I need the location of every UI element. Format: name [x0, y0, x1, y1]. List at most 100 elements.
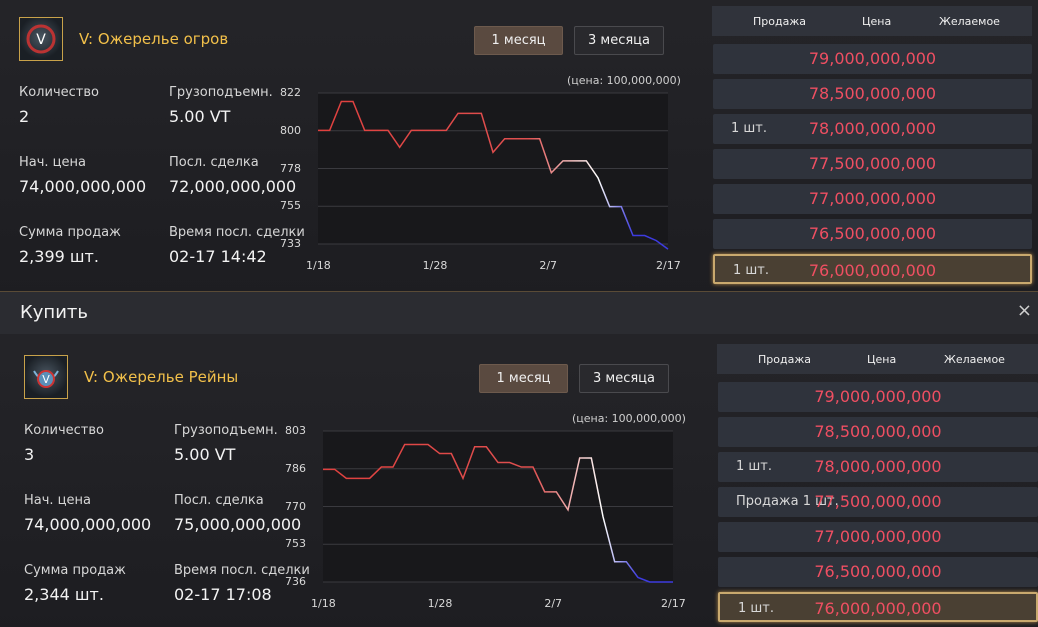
stat-value-base-price: 74,000,000,000	[19, 177, 147, 196]
order-row[interactable]: 79,000,000,000	[713, 44, 1032, 74]
x-tick-label: 2/17	[661, 597, 686, 610]
order-row[interactable]: Продажа 1 шт. 77,500,000,000	[718, 487, 1038, 517]
item-name: V: Ожерелье огров	[79, 30, 229, 48]
y-tick-label: 770	[285, 499, 306, 513]
x-tick-label: 2/17	[656, 259, 681, 272]
x-tick-label: 2/7	[539, 259, 558, 272]
order-price: 76,000,000,000	[808, 261, 937, 280]
stat-label-base-price: Нач. цена	[24, 493, 91, 508]
order-qty: 1 шт.	[736, 459, 773, 474]
stat-label-quantity: Количество	[19, 85, 99, 100]
y-tick-label: 753	[285, 537, 306, 551]
header-price: Цена	[862, 14, 892, 28]
order-row[interactable]: 1 шт. 76,000,000,000	[718, 592, 1038, 622]
price-chart: 803 786 770 753 736 1/18 1/28 2/7 2/17	[275, 423, 686, 613]
header-sale: Продажа	[758, 352, 811, 366]
chart-price-unit-note: (цена: 100,000,000)	[567, 74, 681, 87]
reina-necklace-icon: V	[24, 355, 68, 399]
ogre-necklace-icon: V	[19, 17, 63, 61]
order-qty: Продажа 1 шт.	[736, 494, 839, 509]
order-row[interactable]: 76,500,000,000	[718, 557, 1038, 587]
stat-label-total-sales: Сумма продаж	[19, 225, 121, 240]
stat-label-quantity: Количество	[24, 423, 104, 438]
order-price: 77,500,000,000	[814, 492, 942, 511]
order-row[interactable]: 78,500,000,000	[713, 79, 1032, 109]
order-row[interactable]: 1 шт. 78,000,000,000	[713, 114, 1032, 144]
tab-1-month[interactable]: 1 месяц	[474, 26, 563, 55]
x-tick-label: 1/28	[422, 259, 448, 272]
stat-label-weight: Грузоподъемн.	[169, 85, 273, 100]
order-row[interactable]: 77,000,000,000	[718, 522, 1038, 552]
order-table-header: Продажа Цена Желаемое	[717, 344, 1038, 374]
x-tick-label: 1/18	[306, 259, 331, 272]
market-panel-2: V V: Ожерелье Рейны 1 месяц 3 месяца Кол…	[0, 334, 1038, 627]
order-price: 77,000,000,000	[814, 527, 942, 546]
stat-value-last-deal-time: 02-17 14:42	[169, 247, 267, 266]
stat-label-weight: Грузоподъемн.	[174, 423, 278, 438]
stat-value-quantity: 2	[19, 107, 30, 126]
y-tick-label: 803	[285, 424, 306, 437]
order-row[interactable]: 1 шт. 78,000,000,000	[718, 452, 1038, 482]
stat-label-last-deal-time: Время посл. сделки	[174, 563, 310, 578]
order-price: 76,000,000,000	[814, 599, 942, 618]
tab-3-months[interactable]: 3 месяца	[579, 364, 669, 393]
stat-value-weight: 5.00 VT	[174, 445, 236, 464]
price-chart: 822 800 778 755 733 1/18 1/28 2/7 2/17	[270, 85, 681, 275]
header-wish: Желаемое	[944, 352, 1005, 366]
stat-value-quantity: 3	[24, 445, 35, 464]
market-panel-1: V V: Ожерелье огров 1 месяц 3 месяца Кол…	[0, 0, 1038, 291]
y-tick-label: 733	[280, 237, 301, 250]
order-price: 78,000,000,000	[814, 457, 942, 476]
price-series-line	[318, 100, 669, 250]
header-sale: Продажа	[753, 14, 806, 28]
header-wish: Желаемое	[939, 14, 1000, 28]
chart-price-unit-note: (цена: 100,000,000)	[572, 412, 686, 425]
stat-label-last-deal-time: Время посл. сделки	[169, 225, 305, 240]
y-tick-label: 755	[280, 199, 301, 213]
order-row[interactable]: 77,500,000,000	[713, 149, 1032, 179]
stat-value-last-deal-time: 02-17 17:08	[174, 585, 272, 604]
stat-label-last-deal: Посл. сделка	[169, 155, 259, 170]
stat-label-total-sales: Сумма продаж	[24, 563, 126, 578]
item-name: V: Ожерелье Рейны	[84, 368, 239, 386]
stat-label-last-deal: Посл. сделка	[174, 493, 264, 508]
header-price: Цена	[867, 352, 897, 366]
close-icon[interactable]: ×	[1016, 300, 1032, 321]
tab-1-month[interactable]: 1 месяц	[479, 364, 568, 393]
order-row[interactable]: 79,000,000,000	[718, 382, 1038, 412]
stat-value-weight: 5.00 VT	[169, 107, 231, 126]
stat-value-total-sales: 2,399 шт.	[19, 247, 99, 266]
svg-text:V: V	[36, 32, 46, 48]
x-tick-label: 1/28	[427, 597, 453, 610]
order-qty: 1 шт.	[738, 601, 775, 616]
order-price: 77,000,000,000	[808, 189, 937, 208]
stat-value-last-deal: 72,000,000,000	[169, 177, 297, 196]
order-qty: 1 шт.	[733, 263, 770, 278]
order-price: 77,500,000,000	[808, 154, 937, 173]
order-row[interactable]: 78,500,000,000	[718, 417, 1038, 447]
y-tick-label: 736	[285, 575, 306, 588]
y-tick-label: 778	[280, 161, 301, 175]
order-row[interactable]: 1 шт. 76,000,000,000	[713, 254, 1032, 284]
stat-value-total-sales: 2,344 шт.	[24, 585, 104, 604]
order-price: 78,500,000,000	[808, 84, 937, 103]
tab-3-months[interactable]: 3 месяца	[574, 26, 664, 55]
buy-title-bar: Купить ×	[0, 291, 1038, 334]
order-price: 78,500,000,000	[814, 422, 942, 441]
price-chart-svg	[323, 430, 673, 583]
order-table-header: Продажа Цена Желаемое	[712, 6, 1032, 36]
order-price: 79,000,000,000	[814, 387, 942, 406]
order-row[interactable]: 77,000,000,000	[713, 184, 1032, 214]
svg-text:V: V	[42, 373, 50, 386]
stat-value-last-deal: 75,000,000,000	[174, 515, 302, 534]
order-qty: 1 шт.	[731, 121, 768, 136]
price-chart-svg	[318, 92, 669, 250]
order-price: 78,000,000,000	[808, 119, 937, 138]
y-tick-label: 786	[285, 461, 306, 475]
order-row[interactable]: 76,500,000,000	[713, 219, 1032, 249]
order-price: 76,500,000,000	[814, 562, 942, 581]
y-tick-label: 800	[280, 123, 301, 137]
stat-label-base-price: Нач. цена	[19, 155, 86, 170]
order-price: 76,500,000,000	[808, 224, 937, 243]
stat-value-base-price: 74,000,000,000	[24, 515, 152, 534]
